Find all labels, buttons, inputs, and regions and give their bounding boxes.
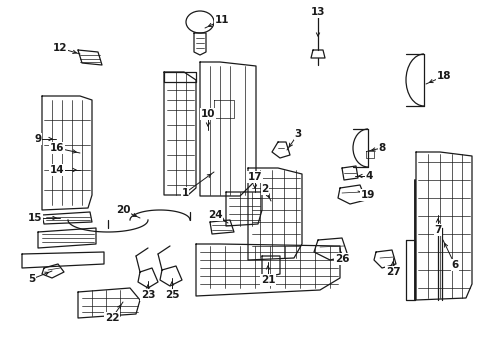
Text: 10: 10 [201, 109, 215, 119]
Text: 16: 16 [50, 143, 64, 153]
Text: 23: 23 [141, 290, 155, 300]
Text: 20: 20 [116, 205, 130, 215]
Text: 1: 1 [181, 188, 188, 198]
Text: 19: 19 [360, 190, 374, 200]
Text: 25: 25 [164, 290, 179, 300]
Text: 21: 21 [260, 275, 275, 285]
Text: 12: 12 [53, 43, 67, 53]
Text: 2: 2 [261, 184, 268, 194]
Text: 3: 3 [294, 129, 301, 139]
Text: 5: 5 [28, 274, 36, 284]
Text: 6: 6 [450, 260, 458, 270]
Text: 4: 4 [365, 171, 372, 181]
Text: 15: 15 [28, 213, 42, 223]
Text: 17: 17 [247, 172, 262, 182]
Text: 11: 11 [214, 15, 229, 25]
Text: 24: 24 [207, 210, 222, 220]
Text: 26: 26 [334, 254, 348, 264]
Text: 27: 27 [385, 267, 400, 277]
Text: 14: 14 [50, 165, 64, 175]
Text: 22: 22 [104, 313, 119, 323]
Text: 18: 18 [436, 71, 450, 81]
Text: 13: 13 [310, 7, 325, 17]
Text: 8: 8 [378, 143, 385, 153]
Text: 9: 9 [34, 134, 41, 144]
Text: 7: 7 [433, 225, 441, 235]
